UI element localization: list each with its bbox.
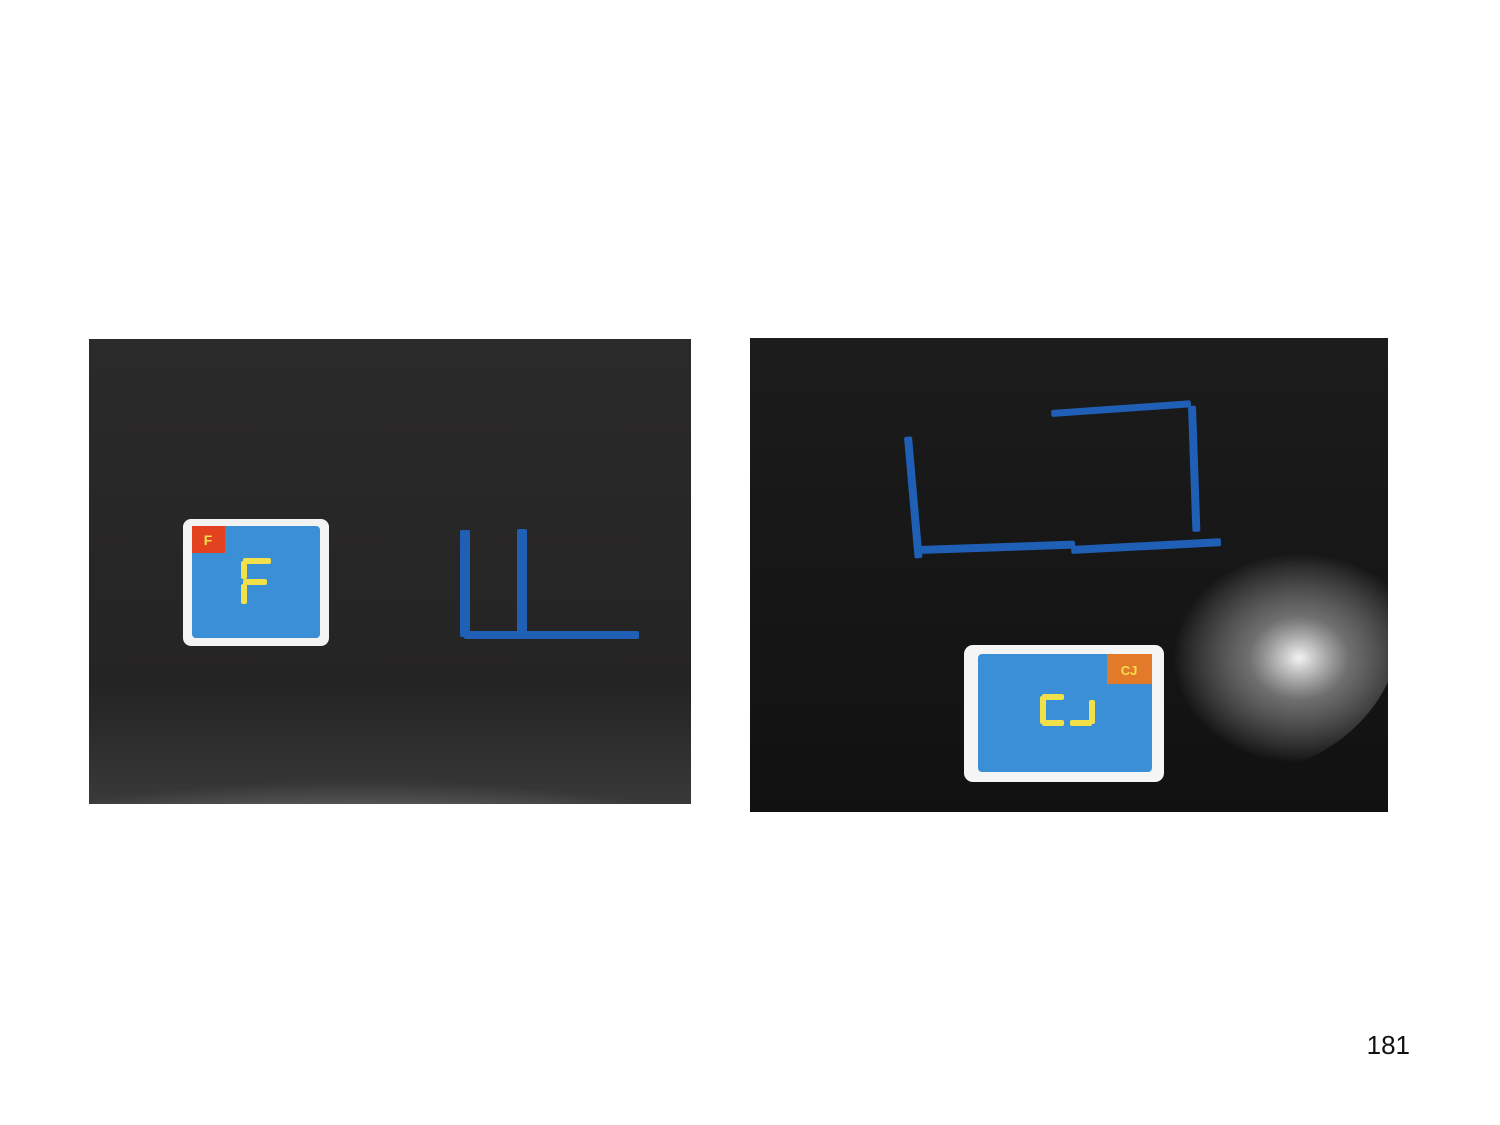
page-number: 181	[1366, 1030, 1410, 1060]
light-glare	[89, 739, 689, 804]
stick-arrangement	[904, 400, 1222, 559]
stick-arrangement	[460, 529, 639, 639]
photo-right-image: CJ	[750, 338, 1388, 812]
card-digit-f	[241, 558, 271, 604]
card-digit-cj	[1040, 694, 1095, 726]
photo-left-image: F	[89, 339, 691, 804]
tabletop	[89, 339, 691, 804]
stick	[920, 540, 1076, 554]
digit-card-cj: CJ	[964, 645, 1164, 782]
stick	[517, 529, 527, 637]
stick	[1071, 538, 1222, 554]
card-badge	[1107, 654, 1152, 684]
stick	[464, 631, 639, 639]
photo-right-cj-card: CJ	[750, 338, 1388, 812]
card-badge-label: F	[204, 532, 213, 548]
stick	[1188, 405, 1201, 532]
stick	[460, 530, 470, 637]
card-badge-label: CJ	[1121, 663, 1138, 678]
stick	[904, 436, 923, 559]
photo-left-f-card: F	[89, 339, 691, 804]
stick	[1051, 400, 1192, 417]
digit-card-f: F	[183, 519, 329, 646]
card-badge	[192, 526, 225, 553]
